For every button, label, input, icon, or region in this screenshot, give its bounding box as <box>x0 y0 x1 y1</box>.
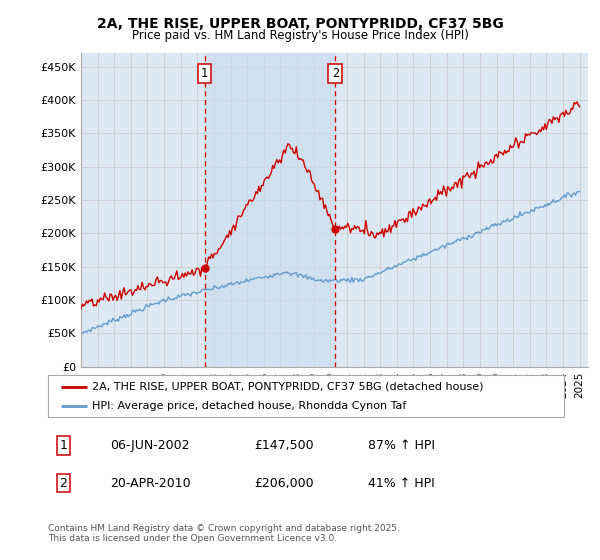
Text: 2A, THE RISE, UPPER BOAT, PONTYPRIDD, CF37 5BG (detached house): 2A, THE RISE, UPPER BOAT, PONTYPRIDD, CF… <box>92 381 484 391</box>
Text: 2: 2 <box>332 67 339 80</box>
Text: 20-APR-2010: 20-APR-2010 <box>110 477 191 489</box>
Text: Contains HM Land Registry data © Crown copyright and database right 2025.
This d: Contains HM Land Registry data © Crown c… <box>48 524 400 543</box>
Text: Price paid vs. HM Land Registry's House Price Index (HPI): Price paid vs. HM Land Registry's House … <box>131 29 469 42</box>
Text: 06-JUN-2002: 06-JUN-2002 <box>110 438 190 452</box>
Text: 1: 1 <box>201 67 208 80</box>
Text: 87% ↑ HPI: 87% ↑ HPI <box>368 438 435 452</box>
Text: £147,500: £147,500 <box>254 438 314 452</box>
Text: HPI: Average price, detached house, Rhondda Cynon Taf: HPI: Average price, detached house, Rhon… <box>92 401 406 411</box>
Bar <box>205 53 335 367</box>
Text: 2: 2 <box>59 477 67 489</box>
Text: £206,000: £206,000 <box>254 477 314 489</box>
Text: 41% ↑ HPI: 41% ↑ HPI <box>368 477 434 489</box>
Text: 1: 1 <box>59 438 67 452</box>
Text: 2A, THE RISE, UPPER BOAT, PONTYPRIDD, CF37 5BG: 2A, THE RISE, UPPER BOAT, PONTYPRIDD, CF… <box>97 17 503 31</box>
